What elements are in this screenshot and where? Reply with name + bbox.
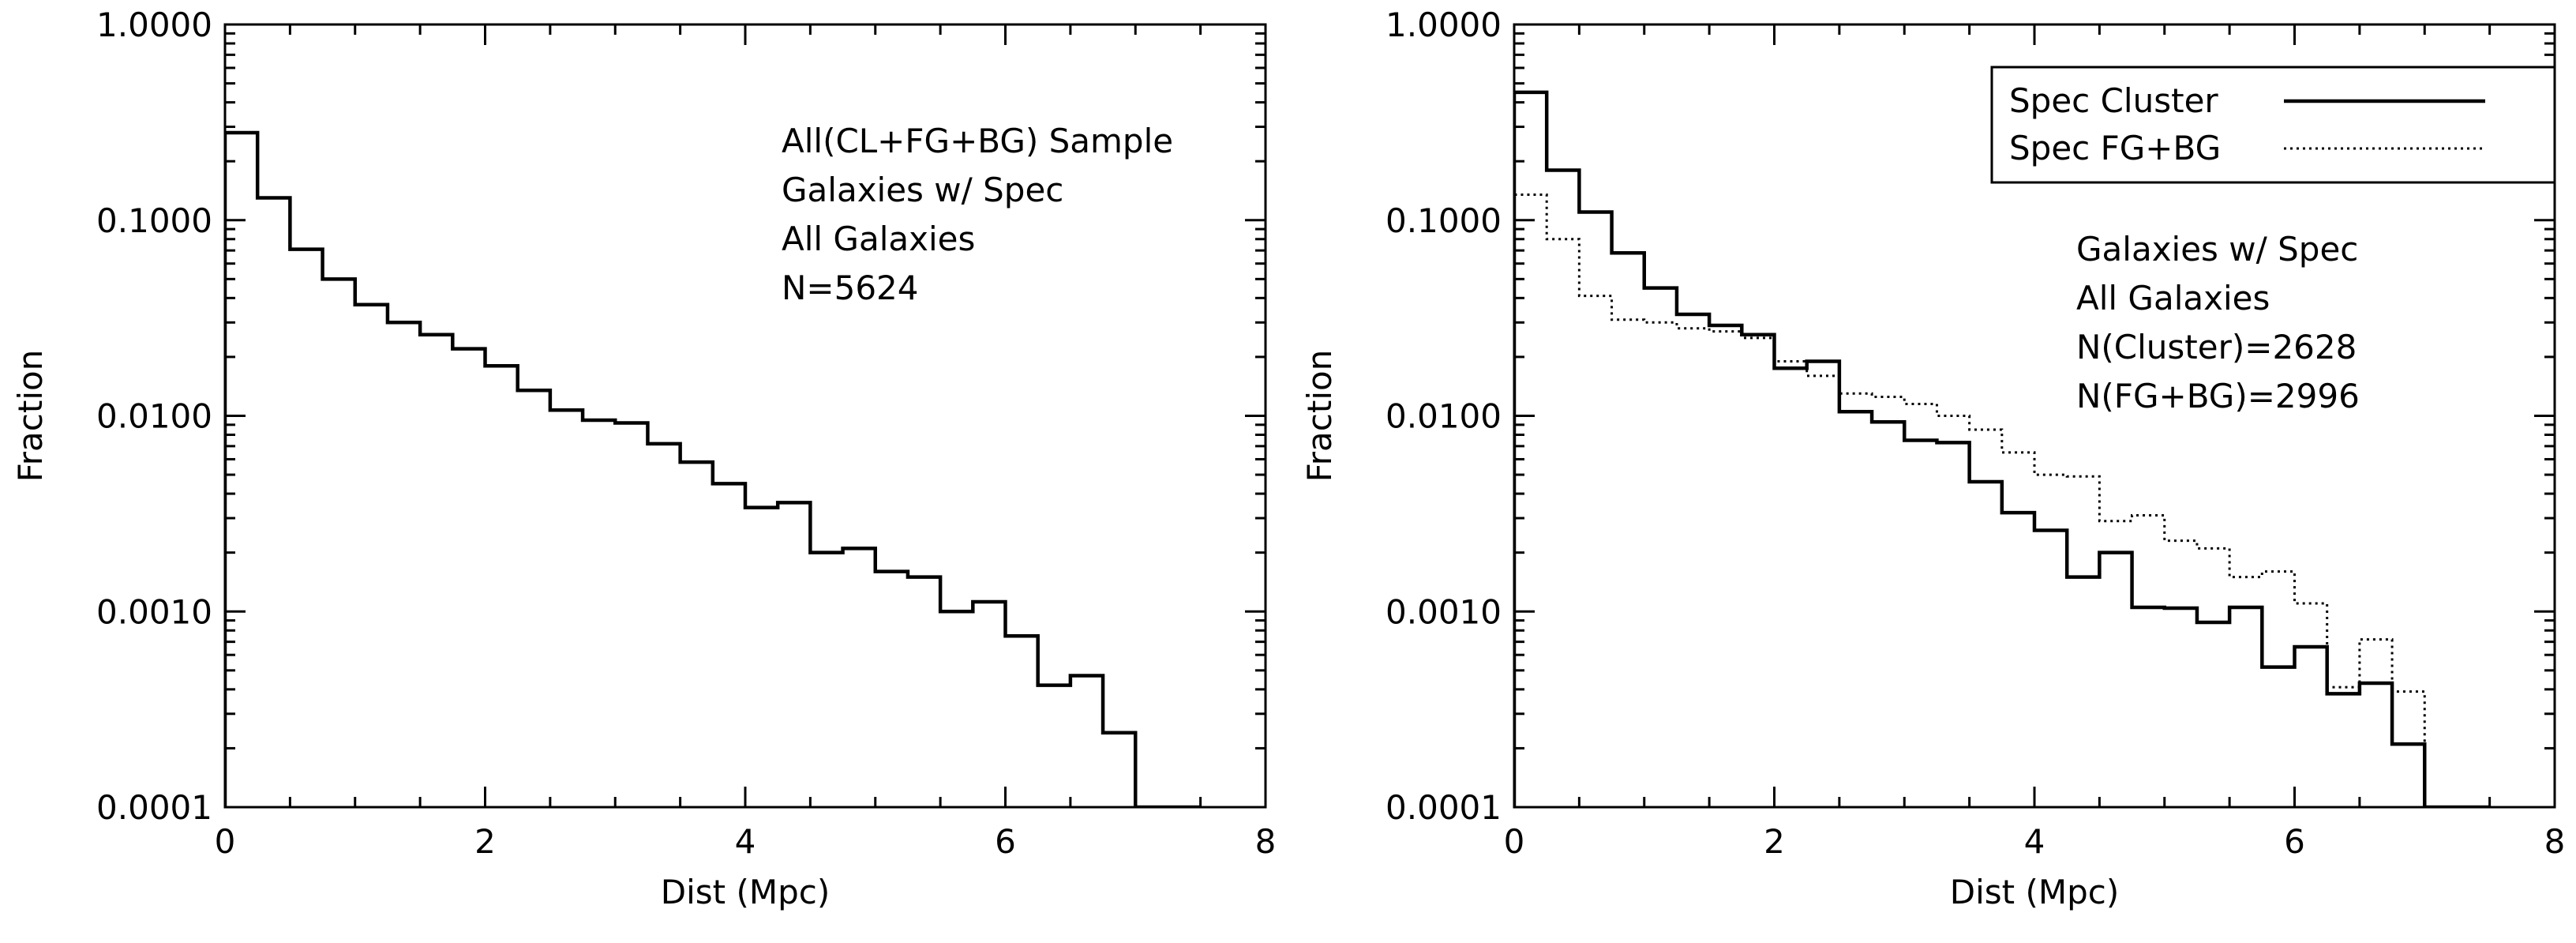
x-tick-label: 2 (1764, 822, 1785, 861)
legend: Spec Cluster Spec FG+BG (1990, 66, 2556, 184)
annotation-text: Galaxies w/ Spec (782, 171, 1063, 209)
x-tick-label: 4 (2024, 822, 2045, 861)
x-axis-label: Dist (Mpc) (661, 873, 830, 911)
annotation-text: N=5624 (782, 269, 919, 307)
left-panel: 0 2 4 6 8 0.0001 0.0010 0.0100 0.1000 1.0000 Dist … (11, 6, 1276, 911)
right-panel: 0 2 4 6 8 0.0001 0.0010 0.0100 0.1000 1.0000 Dist … (1300, 6, 2565, 911)
y-axis-label: Fraction (1300, 350, 1339, 483)
x-axis-label: Dist (Mpc) (1950, 873, 2119, 911)
annotation-text: Galaxies w/ Spec (2076, 230, 2358, 269)
x-tick-label: 4 (735, 822, 756, 861)
x-tick-label: 6 (2284, 822, 2305, 861)
annotation-text: All Galaxies (2076, 279, 2270, 317)
y-tick-label: 0.0100 (1385, 397, 1502, 436)
legend-box (1990, 66, 2556, 184)
annotation-text: N(FG+BG)=2996 (2076, 377, 2360, 415)
series-spec-cluster-line (1514, 90, 2490, 807)
y-tick-label: 0.0010 (96, 592, 212, 631)
y-axis-label: Fraction (11, 350, 50, 483)
y-tick-label: 0.0001 (96, 788, 212, 827)
x-tick-label: 8 (2544, 822, 2566, 861)
y-tick-label: 1.0000 (1385, 6, 1502, 44)
annotation-text: All Galaxies (782, 220, 975, 258)
y-tick-label: 0.0001 (1385, 788, 1502, 827)
x-tick-label: 0 (215, 822, 236, 861)
annotation-text: N(Cluster)=2628 (2076, 328, 2357, 366)
x-tick-label: 2 (474, 822, 496, 861)
y-tick-label: 0.1000 (96, 201, 212, 240)
legend-label: Spec Cluster (2009, 81, 2218, 120)
series-spec-fg-bg-line (1514, 193, 2490, 807)
x-tick-label: 6 (995, 822, 1016, 861)
series-all-line (225, 130, 1201, 807)
legend-label: Spec FG+BG (2009, 129, 2221, 167)
x-tick-label: 8 (1255, 822, 1277, 861)
y-tick-label: 0.0010 (1385, 592, 1502, 631)
y-tick-label: 0.1000 (1385, 201, 1502, 240)
annotation-text: All(CL+FG+BG) Sample (782, 122, 1173, 160)
y-tick-label: 0.0100 (96, 397, 212, 436)
x-tick-label: 0 (1504, 822, 1525, 861)
y-tick-label: 1.0000 (96, 6, 212, 44)
